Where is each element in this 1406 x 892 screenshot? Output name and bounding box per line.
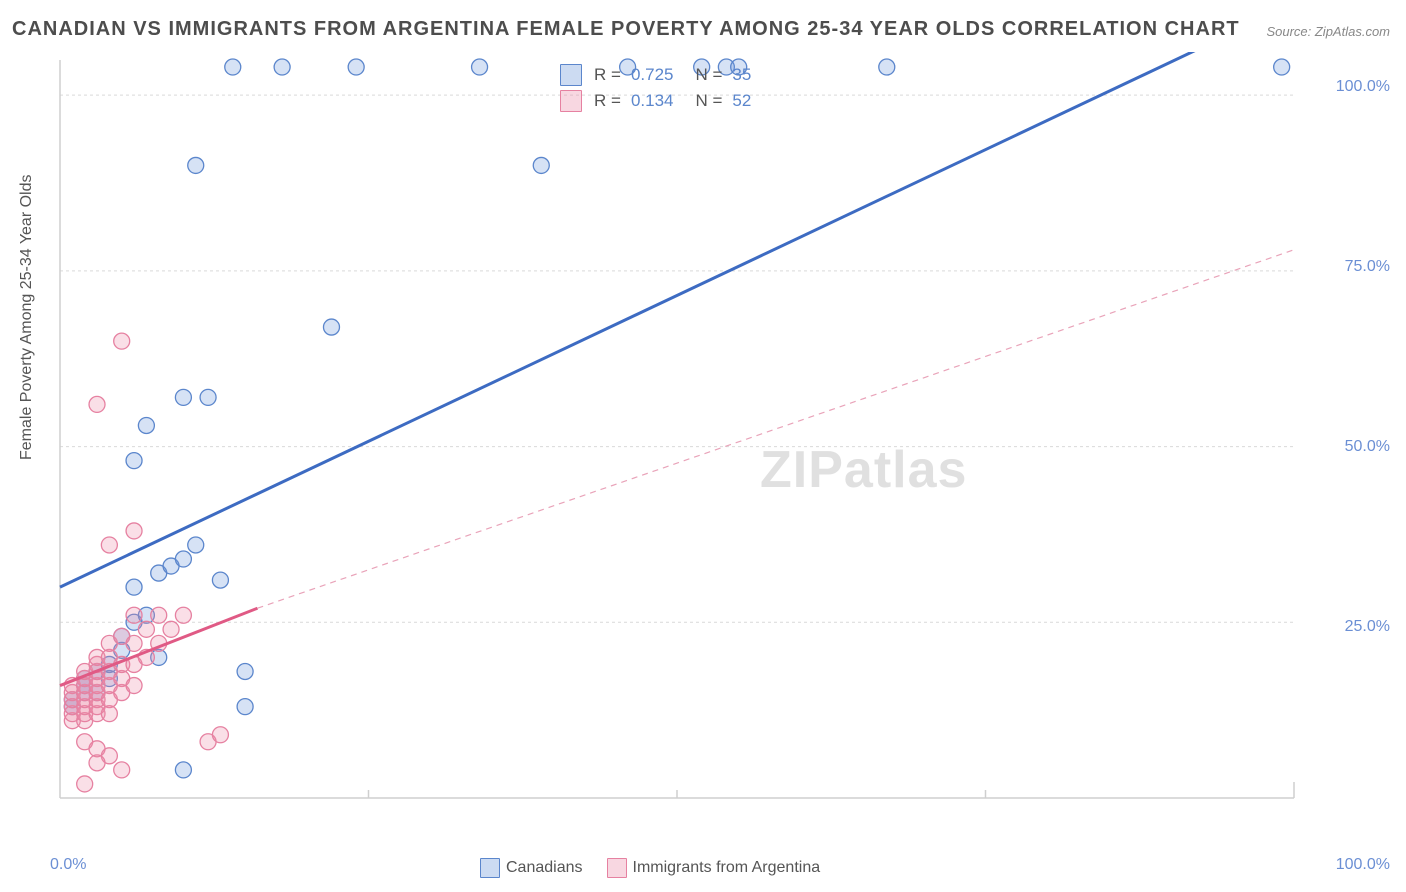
legend-stats-row-blue: R = 0.725 N = 35	[560, 62, 751, 88]
scatter-chart	[52, 52, 1352, 826]
y-axis-label: Female Poverty Among 25-34 Year Olds	[18, 175, 36, 461]
source-credit: Source: ZipAtlas.com	[1266, 24, 1390, 39]
watermark: ZIPatlas	[760, 440, 967, 500]
y-tick-50: 50.0%	[1345, 438, 1390, 456]
legend-stats-row-pink: R = 0.134 N = 52	[560, 88, 751, 114]
y-tick-100: 100.0%	[1336, 78, 1390, 96]
legend-swatch-blue	[560, 64, 582, 86]
legend-item-immigrants: Immigrants from Argentina	[607, 858, 821, 878]
legend-stats: R = 0.725 N = 35 R = 0.134 N = 52	[560, 62, 751, 114]
x-tick-100: 100.0%	[1336, 856, 1390, 874]
y-tick-25: 25.0%	[1345, 618, 1390, 636]
legend-swatch-pink	[560, 90, 582, 112]
legend-item-canadians: Canadians	[480, 858, 583, 878]
x-tick-0: 0.0%	[50, 856, 86, 874]
chart-svg	[52, 52, 1352, 826]
chart-title: CANADIAN VS IMMIGRANTS FROM ARGENTINA FE…	[12, 18, 1240, 41]
legend-bottom: Canadians Immigrants from Argentina	[480, 858, 820, 878]
y-tick-75: 75.0%	[1345, 258, 1390, 276]
